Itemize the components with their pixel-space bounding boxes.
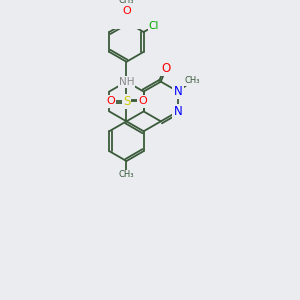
Text: O: O <box>122 6 131 16</box>
Text: CH₃: CH₃ <box>185 76 200 85</box>
Text: N: N <box>174 85 182 98</box>
Text: S: S <box>123 95 130 108</box>
Text: NH: NH <box>119 76 134 87</box>
Text: CH₃: CH₃ <box>119 170 134 179</box>
Text: O: O <box>162 61 171 75</box>
Text: N: N <box>174 105 182 118</box>
Text: CH₃: CH₃ <box>119 0 134 5</box>
Text: O: O <box>106 97 115 106</box>
Text: Cl: Cl <box>149 21 159 31</box>
Text: O: O <box>138 97 147 106</box>
